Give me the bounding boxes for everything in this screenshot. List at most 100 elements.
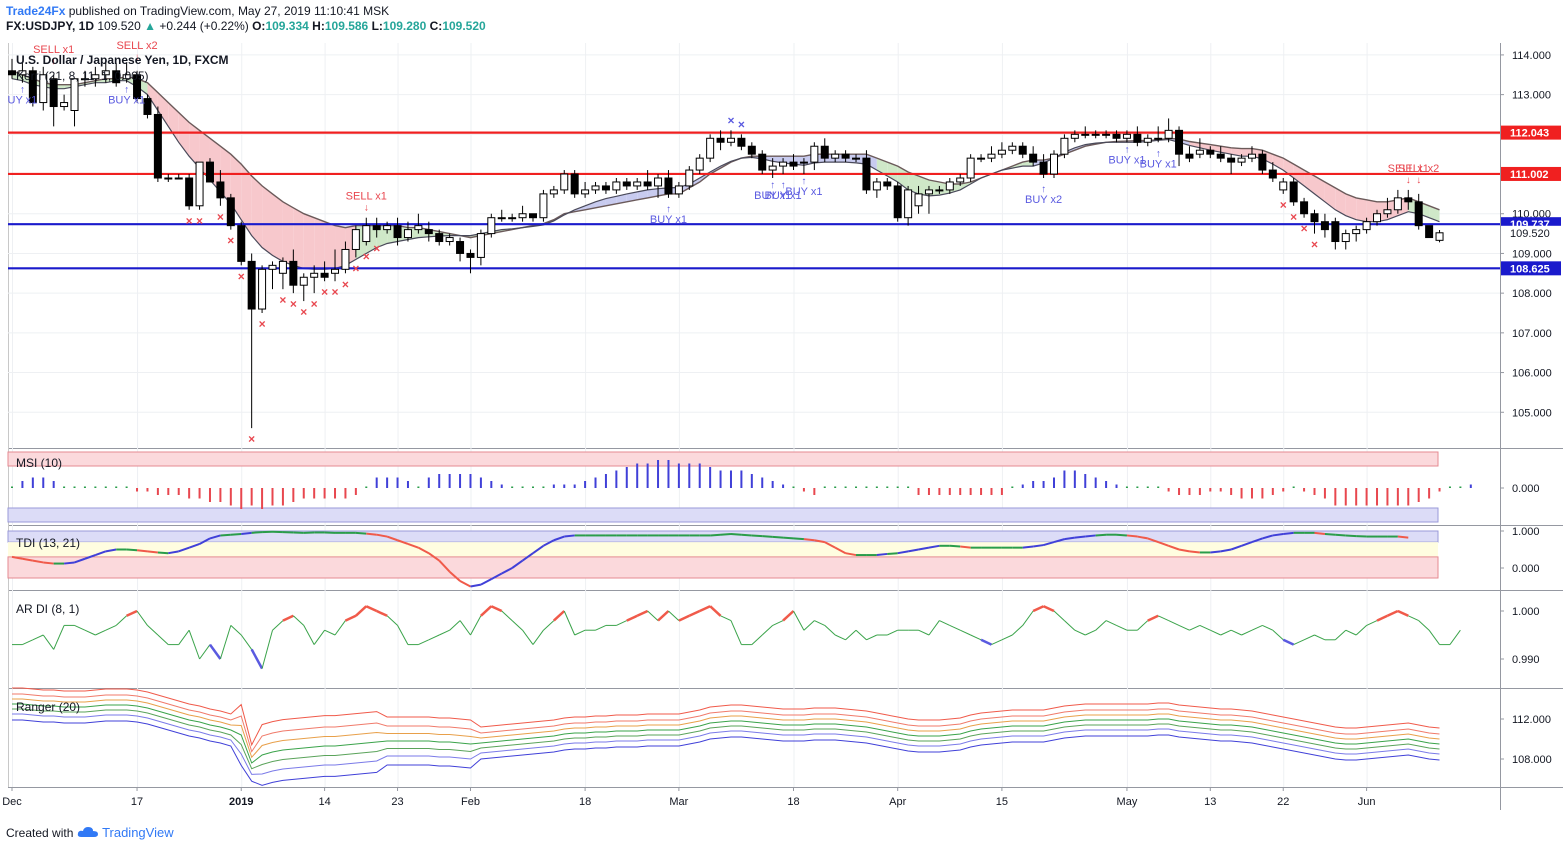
candle[interactable] (1164, 118, 1173, 143)
candle[interactable] (8, 58, 16, 79)
candle[interactable] (1206, 146, 1215, 159)
candle[interactable] (456, 237, 465, 262)
msi-bar[interactable] (584, 481, 587, 488)
candle[interactable] (1404, 189, 1413, 210)
msi-bar[interactable] (834, 486, 837, 489)
candle[interactable] (331, 249, 340, 282)
msi-bar[interactable] (1053, 477, 1055, 489)
candle[interactable] (278, 257, 287, 290)
candle[interactable] (1195, 138, 1204, 159)
candle[interactable] (862, 150, 871, 194)
msi-bar[interactable] (646, 463, 649, 489)
candle[interactable] (1018, 142, 1027, 159)
msi-bar[interactable] (1230, 488, 1233, 495)
msi-bar[interactable] (94, 486, 97, 489)
msi-bar[interactable] (115, 486, 118, 489)
msi-bar[interactable] (334, 488, 337, 499)
candle[interactable] (1289, 178, 1298, 206)
ranger-pane[interactable] (12, 687, 1440, 786)
candle[interactable] (966, 154, 975, 182)
candle[interactable] (1310, 209, 1319, 234)
author-link[interactable]: Trade24Fx (6, 4, 66, 18)
msi-bar[interactable] (511, 486, 514, 489)
msi-bar[interactable] (219, 488, 222, 502)
candle[interactable] (101, 62, 110, 83)
candle[interactable] (935, 185, 944, 194)
candle[interactable] (852, 154, 861, 163)
msi-bar[interactable] (292, 488, 295, 502)
candle[interactable] (914, 185, 923, 214)
candle[interactable] (1320, 213, 1329, 238)
msi-bar[interactable] (459, 474, 462, 488)
candle[interactable] (1227, 154, 1236, 175)
msi-bar[interactable] (1188, 488, 1191, 495)
candle[interactable] (393, 217, 402, 246)
msi-bar[interactable] (1125, 486, 1128, 489)
candle[interactable] (654, 174, 663, 198)
msi-bar[interactable] (990, 488, 993, 495)
candle[interactable] (977, 154, 986, 163)
msi-bar[interactable] (1323, 488, 1326, 499)
candle[interactable] (476, 229, 485, 266)
candle[interactable] (445, 233, 454, 246)
msi-bar[interactable] (302, 488, 305, 499)
msi-bar[interactable] (490, 481, 493, 488)
ardi-pane[interactable] (12, 605, 1461, 670)
candle[interactable] (1373, 209, 1382, 226)
candle[interactable] (247, 253, 256, 429)
candle[interactable] (716, 130, 725, 151)
candle[interactable] (39, 66, 48, 111)
msi-bar[interactable] (1292, 486, 1295, 489)
candle[interactable] (768, 158, 777, 178)
msi-bar[interactable] (427, 477, 430, 489)
msi-bar[interactable] (552, 484, 555, 489)
candle[interactable] (299, 273, 308, 302)
candle[interactable] (1175, 126, 1184, 167)
candle[interactable] (28, 66, 37, 107)
msi-bar[interactable] (104, 486, 107, 489)
msi-bar[interactable] (1157, 486, 1160, 489)
candle[interactable] (112, 62, 121, 87)
candle[interactable] (268, 261, 277, 290)
candle[interactable] (1268, 162, 1277, 182)
msi-bar[interactable] (771, 481, 774, 488)
msi-bar[interactable] (83, 486, 86, 489)
candle[interactable] (539, 189, 548, 222)
msi-bar[interactable] (1011, 486, 1014, 489)
msi-bar[interactable] (959, 488, 962, 495)
candle[interactable] (164, 174, 173, 182)
candle[interactable] (122, 62, 131, 83)
tdi-pane[interactable] (7, 530, 1439, 588)
candle[interactable] (1029, 146, 1038, 167)
candle[interactable] (424, 221, 433, 242)
candle[interactable] (414, 213, 423, 234)
msi-bar[interactable] (406, 481, 409, 488)
msi-bar[interactable] (865, 486, 868, 489)
msi-bar[interactable] (188, 488, 191, 499)
msi-bar[interactable] (823, 486, 826, 489)
candle[interactable] (779, 158, 788, 175)
candle[interactable] (726, 130, 735, 147)
candle[interactable] (70, 78, 79, 127)
candle[interactable] (383, 221, 392, 234)
msi-bar[interactable] (438, 474, 441, 488)
candle[interactable] (1008, 142, 1017, 155)
msi-bar[interactable] (969, 488, 972, 495)
msi-bar[interactable] (625, 467, 628, 488)
msi-bar[interactable] (1386, 488, 1389, 506)
msi-bar[interactable] (1136, 486, 1139, 489)
msi-bar[interactable] (31, 477, 34, 489)
candle[interactable] (1091, 130, 1100, 139)
msi-bar[interactable] (740, 470, 743, 489)
msi-bar[interactable] (1344, 488, 1347, 506)
candle[interactable] (904, 185, 913, 226)
candle[interactable] (1070, 130, 1079, 143)
msi-bar[interactable] (469, 474, 472, 488)
candle[interactable] (205, 158, 214, 183)
msi-bar[interactable] (271, 488, 274, 506)
candle[interactable] (987, 146, 996, 163)
msi-bar[interactable] (1063, 470, 1066, 489)
msi-bar[interactable] (1407, 488, 1410, 506)
candle[interactable] (633, 178, 642, 190)
candle[interactable] (1331, 217, 1340, 250)
